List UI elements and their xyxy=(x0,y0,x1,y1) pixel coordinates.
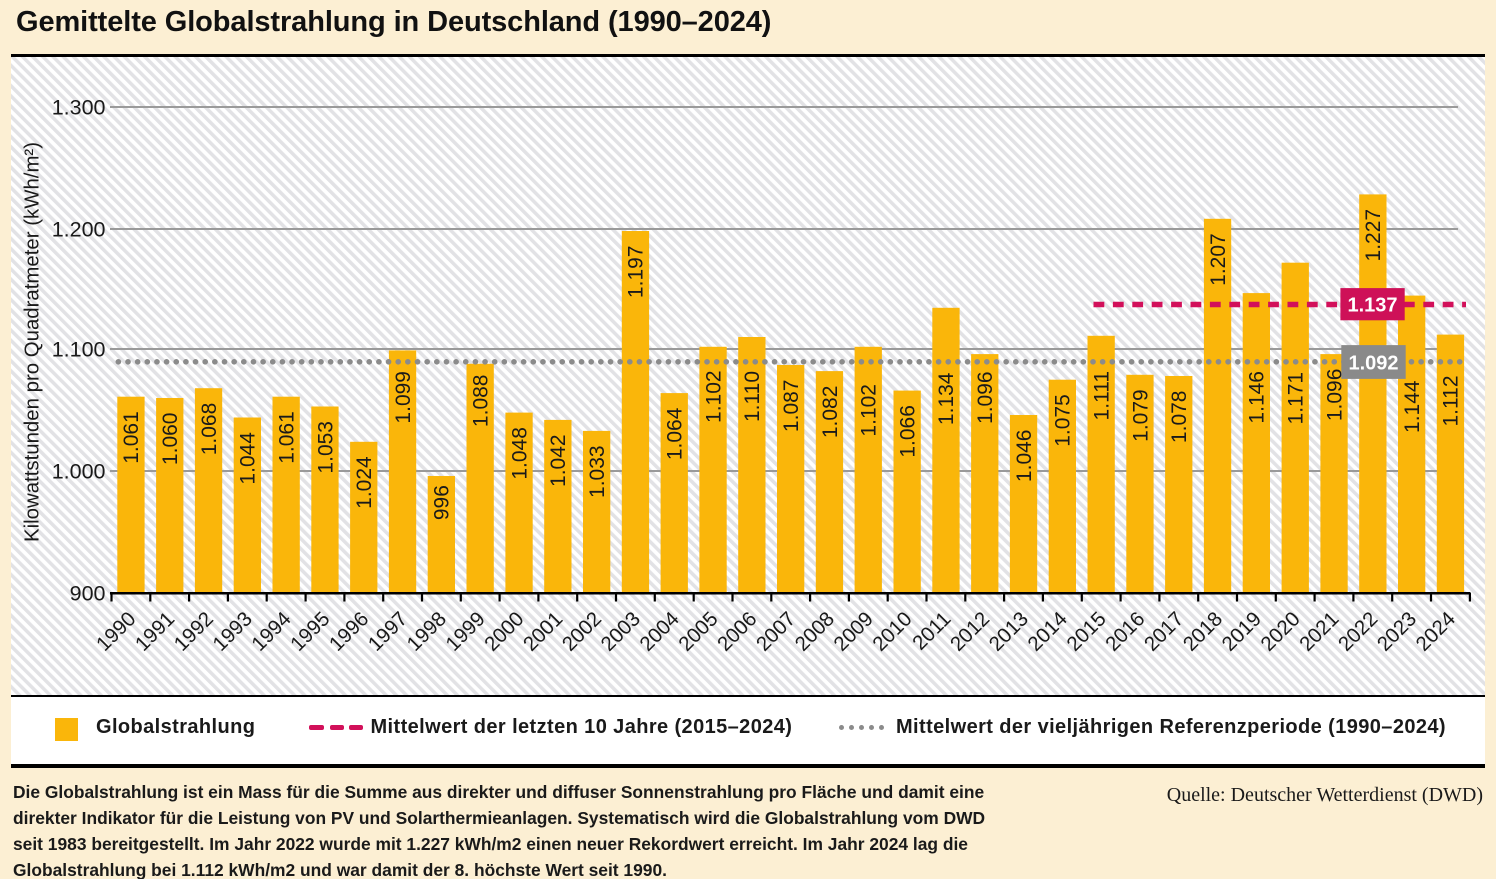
svg-text:1.100: 1.100 xyxy=(52,338,106,362)
svg-text:1.096: 1.096 xyxy=(974,371,997,424)
svg-text:1.078: 1.078 xyxy=(1168,391,1191,444)
svg-text:1.144: 1.144 xyxy=(1401,380,1424,433)
svg-text:1.171: 1.171 xyxy=(1285,372,1308,425)
svg-text:1.061: 1.061 xyxy=(120,411,143,464)
svg-text:1.042: 1.042 xyxy=(547,434,570,487)
svg-text:1.000: 1.000 xyxy=(52,460,106,484)
svg-text:1.112: 1.112 xyxy=(1440,376,1463,427)
svg-text:1.134: 1.134 xyxy=(935,372,958,425)
svg-text:1.137: 1.137 xyxy=(1347,295,1397,317)
svg-text:1.102: 1.102 xyxy=(858,384,881,437)
svg-text:1.146: 1.146 xyxy=(1246,371,1269,424)
svg-text:1.207: 1.207 xyxy=(1207,233,1230,286)
svg-text:1.197: 1.197 xyxy=(625,246,648,299)
svg-text:1.092: 1.092 xyxy=(1348,353,1398,375)
svg-text:1.079: 1.079 xyxy=(1129,389,1152,442)
svg-text:1.033: 1.033 xyxy=(586,445,609,498)
svg-text:1.053: 1.053 xyxy=(314,421,337,474)
svg-text:1.082: 1.082 xyxy=(819,386,842,439)
svg-text:1.227: 1.227 xyxy=(1362,209,1385,262)
svg-text:1.102: 1.102 xyxy=(702,370,725,423)
svg-text:1.088: 1.088 xyxy=(470,375,493,428)
svg-text:1.111: 1.111 xyxy=(1091,371,1114,420)
svg-text:1.064: 1.064 xyxy=(664,407,687,460)
svg-text:1.075: 1.075 xyxy=(1052,394,1075,447)
svg-text:1.061: 1.061 xyxy=(275,411,298,464)
svg-text:1.096: 1.096 xyxy=(1323,369,1346,422)
svg-text:1.068: 1.068 xyxy=(198,403,221,456)
svg-text:Kilowattstunden pro Quadratmet: Kilowattstunden pro Quadratmeter (kWh/m²… xyxy=(22,142,44,542)
svg-text:1.048: 1.048 xyxy=(508,427,531,480)
svg-text:1.300: 1.300 xyxy=(52,96,106,120)
svg-text:1.024: 1.024 xyxy=(353,456,376,509)
svg-text:996: 996 xyxy=(431,485,454,520)
svg-text:1.087: 1.087 xyxy=(780,380,803,433)
svg-text:1.099: 1.099 xyxy=(392,371,415,424)
svg-text:1.200: 1.200 xyxy=(52,218,106,242)
svg-text:1.044: 1.044 xyxy=(237,432,260,485)
svg-text:1.110: 1.110 xyxy=(741,371,764,422)
svg-text:900: 900 xyxy=(70,582,106,606)
svg-text:1.066: 1.066 xyxy=(896,405,919,458)
svg-text:1.046: 1.046 xyxy=(1013,430,1036,483)
svg-text:1.060: 1.060 xyxy=(159,413,182,466)
